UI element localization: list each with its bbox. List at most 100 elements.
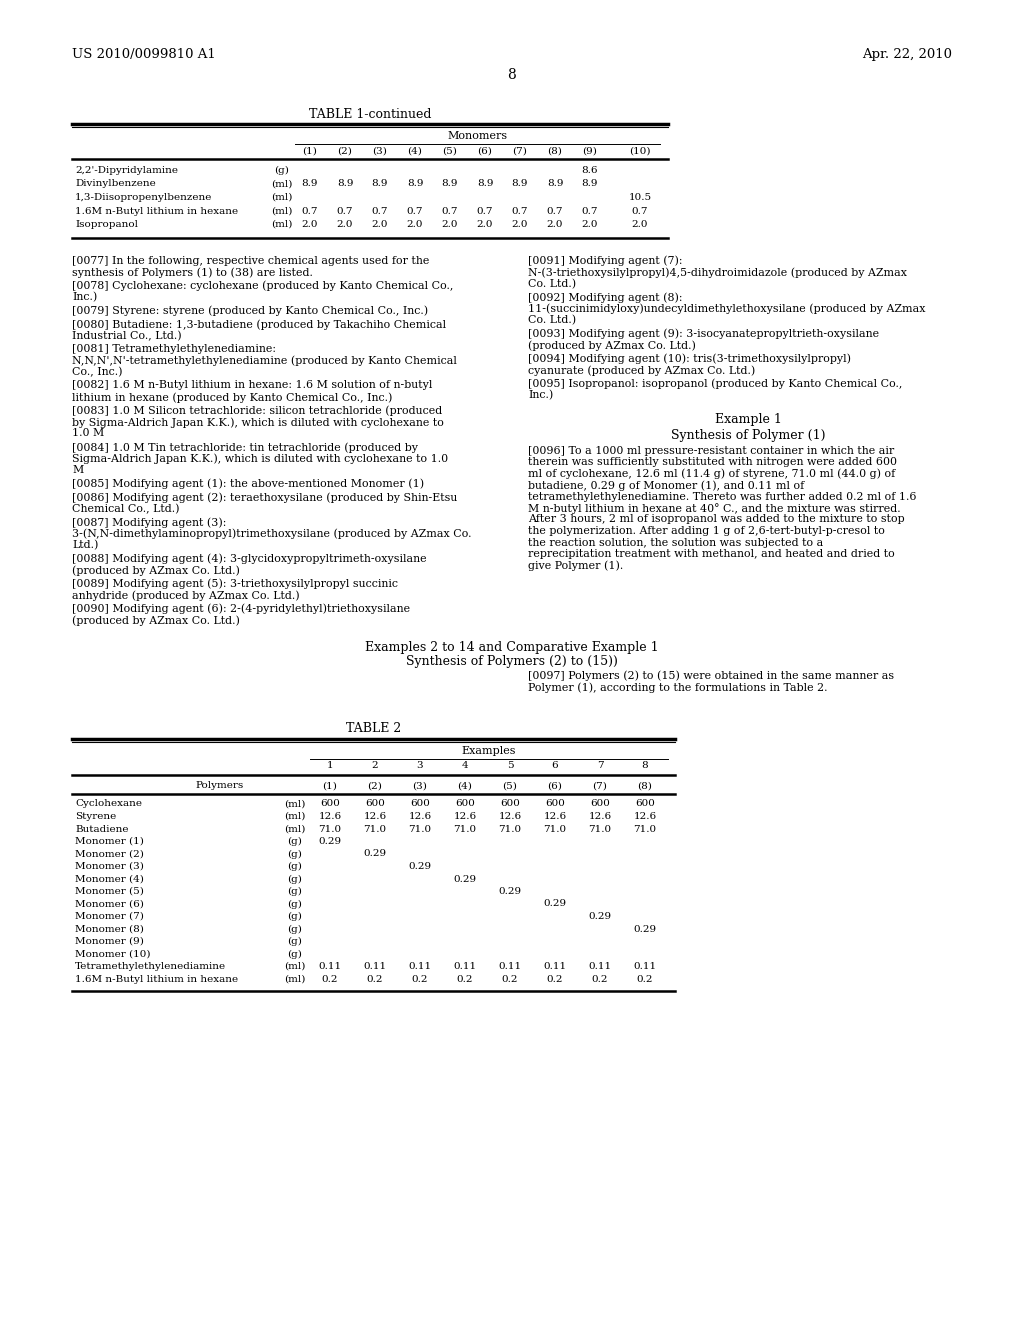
Text: (2): (2) xyxy=(368,781,382,791)
Text: 0.29: 0.29 xyxy=(544,899,566,908)
Text: (7): (7) xyxy=(593,781,607,791)
Text: [0081] Tetramethylethylenediamine:: [0081] Tetramethylethylenediamine: xyxy=(72,345,276,354)
Text: M n-butyl lithium in hexane at 40° C., and the mixture was stirred.: M n-butyl lithium in hexane at 40° C., a… xyxy=(528,503,901,513)
Text: 3: 3 xyxy=(417,762,423,771)
Text: (6): (6) xyxy=(477,147,493,156)
Text: 0.7: 0.7 xyxy=(582,206,598,215)
Text: butadiene, 0.29 g of Monomer (1), and 0.11 ml of: butadiene, 0.29 g of Monomer (1), and 0.… xyxy=(528,480,804,491)
Text: Monomer (1): Monomer (1) xyxy=(75,837,144,846)
Text: [0093] Modifying agent (9): 3-isocyanatepropyltrieth-oxysilane: [0093] Modifying agent (9): 3-isocyanate… xyxy=(528,329,880,339)
Text: 600: 600 xyxy=(366,800,385,808)
Text: 4: 4 xyxy=(462,762,468,771)
Text: US 2010/0099810 A1: US 2010/0099810 A1 xyxy=(72,48,216,61)
Text: [0079] Styrene: styrene (produced by Kanto Chemical Co., Inc.): [0079] Styrene: styrene (produced by Kan… xyxy=(72,305,428,315)
Text: 600: 600 xyxy=(455,800,475,808)
Text: 71.0: 71.0 xyxy=(634,825,656,833)
Text: [0083] 1.0 M Silicon tetrachloride: silicon tetrachloride (produced: [0083] 1.0 M Silicon tetrachloride: sili… xyxy=(72,405,442,416)
Text: Monomer (2): Monomer (2) xyxy=(75,850,144,858)
Text: Monomers: Monomers xyxy=(447,131,508,141)
Text: Apr. 22, 2010: Apr. 22, 2010 xyxy=(862,48,952,61)
Text: 2.0: 2.0 xyxy=(512,220,528,228)
Text: 8.9: 8.9 xyxy=(441,180,459,189)
Text: 8.9: 8.9 xyxy=(547,180,563,189)
Text: 7: 7 xyxy=(597,762,603,771)
Text: Co., Inc.): Co., Inc.) xyxy=(72,367,123,378)
Text: (g): (g) xyxy=(288,874,302,883)
Text: Tetramethylethylenediamine: Tetramethylethylenediamine xyxy=(75,962,226,972)
Text: 0.29: 0.29 xyxy=(409,862,431,871)
Text: 12.6: 12.6 xyxy=(634,812,656,821)
Text: 600: 600 xyxy=(321,800,340,808)
Text: Industrial Co., Ltd.): Industrial Co., Ltd.) xyxy=(72,330,181,341)
Text: (g): (g) xyxy=(288,949,302,958)
Text: 1.6M n-Butyl lithium in hexane: 1.6M n-Butyl lithium in hexane xyxy=(75,206,239,215)
Text: 2.0: 2.0 xyxy=(547,220,563,228)
Text: Monomer (5): Monomer (5) xyxy=(75,887,144,896)
Text: by Sigma-Aldrich Japan K.K.), which is diluted with cyclohexane to: by Sigma-Aldrich Japan K.K.), which is d… xyxy=(72,417,443,428)
Text: 600: 600 xyxy=(410,800,430,808)
Text: 11-(succinimidyloxy)undecyldimethylethoxysilane (produced by AZmax: 11-(succinimidyloxy)undecyldimethylethox… xyxy=(528,304,926,314)
Text: 0.29: 0.29 xyxy=(589,912,611,921)
Text: 0.11: 0.11 xyxy=(409,962,431,972)
Text: [0082] 1.6 M n-Butyl lithium in hexane: 1.6 M solution of n-butyl: [0082] 1.6 M n-Butyl lithium in hexane: … xyxy=(72,380,432,391)
Text: (9): (9) xyxy=(583,147,597,156)
Text: [0092] Modifying agent (8):: [0092] Modifying agent (8): xyxy=(528,292,683,302)
Text: 8.9: 8.9 xyxy=(407,180,423,189)
Text: give Polymer (1).: give Polymer (1). xyxy=(528,561,624,572)
Text: (ml): (ml) xyxy=(285,974,306,983)
Text: [0086] Modifying agent (2): teraethoxysilane (produced by Shin-Etsu: [0086] Modifying agent (2): teraethoxysi… xyxy=(72,492,458,503)
Text: 2.0: 2.0 xyxy=(477,220,494,228)
Text: (ml): (ml) xyxy=(285,825,306,833)
Text: Sigma-Aldrich Japan K.K.), which is diluted with cyclohexane to 1.0: Sigma-Aldrich Japan K.K.), which is dilu… xyxy=(72,454,449,465)
Text: tetramethylethylenediamine. Thereto was further added 0.2 ml of 1.6: tetramethylethylenediamine. Thereto was … xyxy=(528,491,916,502)
Text: Ltd.): Ltd.) xyxy=(72,540,98,550)
Text: (ml): (ml) xyxy=(271,193,293,202)
Text: 12.6: 12.6 xyxy=(364,812,387,821)
Text: Styrene: Styrene xyxy=(75,812,117,821)
Text: 0.29: 0.29 xyxy=(634,924,656,933)
Text: 2.0: 2.0 xyxy=(632,220,648,228)
Text: (produced by AZmax Co. Ltd.): (produced by AZmax Co. Ltd.) xyxy=(72,565,240,576)
Text: 2: 2 xyxy=(372,762,378,771)
Text: 0.2: 0.2 xyxy=(322,974,338,983)
Text: 12.6: 12.6 xyxy=(544,812,566,821)
Text: 5: 5 xyxy=(507,762,513,771)
Text: Cyclohexane: Cyclohexane xyxy=(75,800,142,808)
Text: 2.0: 2.0 xyxy=(407,220,423,228)
Text: 0.2: 0.2 xyxy=(637,974,653,983)
Text: (3): (3) xyxy=(413,781,427,791)
Text: (ml): (ml) xyxy=(271,220,293,228)
Text: 0.11: 0.11 xyxy=(454,962,476,972)
Text: 0.7: 0.7 xyxy=(407,206,423,215)
Text: Divinylbenzene: Divinylbenzene xyxy=(75,180,156,189)
Text: 8: 8 xyxy=(508,69,516,82)
Text: lithium in hexane (produced by Kanto Chemical Co., Inc.): lithium in hexane (produced by Kanto Che… xyxy=(72,392,392,403)
Text: 600: 600 xyxy=(545,800,565,808)
Text: (ml): (ml) xyxy=(271,206,293,215)
Text: Chemical Co., Ltd.): Chemical Co., Ltd.) xyxy=(72,503,179,513)
Text: [0097] Polymers (2) to (15) were obtained in the same manner as: [0097] Polymers (2) to (15) were obtaine… xyxy=(528,671,894,681)
Text: 0.11: 0.11 xyxy=(589,962,611,972)
Text: 1: 1 xyxy=(327,762,334,771)
Text: Monomer (10): Monomer (10) xyxy=(75,949,151,958)
Text: Monomer (9): Monomer (9) xyxy=(75,937,144,946)
Text: 71.0: 71.0 xyxy=(409,825,431,833)
Text: 0.2: 0.2 xyxy=(412,974,428,983)
Text: Synthesis of Polymer (1): Synthesis of Polymer (1) xyxy=(671,429,825,442)
Text: 71.0: 71.0 xyxy=(544,825,566,833)
Text: 8.9: 8.9 xyxy=(337,180,353,189)
Text: 0.11: 0.11 xyxy=(318,962,342,972)
Text: Co. Ltd.): Co. Ltd.) xyxy=(528,315,577,325)
Text: (4): (4) xyxy=(458,781,472,791)
Text: Inc.): Inc.) xyxy=(72,292,97,302)
Text: the polymerization. After adding 1 g of 2,6-tert-butyl-p-cresol to: the polymerization. After adding 1 g of … xyxy=(528,525,885,536)
Text: (g): (g) xyxy=(288,937,302,946)
Text: [0094] Modifying agent (10): tris(3-trimethoxysilylpropyl): [0094] Modifying agent (10): tris(3-trim… xyxy=(528,354,851,364)
Text: Monomer (6): Monomer (6) xyxy=(75,899,144,908)
Text: 2.0: 2.0 xyxy=(372,220,388,228)
Text: (7): (7) xyxy=(513,147,527,156)
Text: 0.11: 0.11 xyxy=(499,962,521,972)
Text: 0.29: 0.29 xyxy=(364,850,387,858)
Text: anhydride (produced by AZmax Co. Ltd.): anhydride (produced by AZmax Co. Ltd.) xyxy=(72,590,300,601)
Text: 0.2: 0.2 xyxy=(502,974,518,983)
